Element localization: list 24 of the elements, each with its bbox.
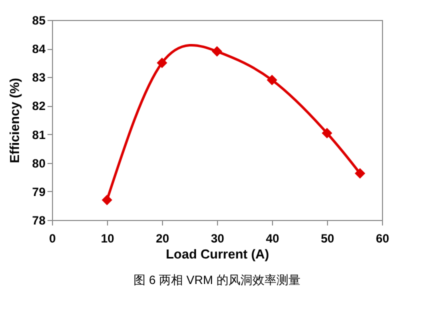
point xyxy=(102,194,112,206)
y-tick-label: 80 xyxy=(32,156,46,170)
point xyxy=(156,58,168,68)
x-axis-title: Load Current (A) xyxy=(166,246,270,262)
y-tick-label: 79 xyxy=(32,184,46,199)
y-tick-label: 83 xyxy=(32,70,46,85)
point xyxy=(266,74,278,86)
y-tick-label: 81 xyxy=(32,128,46,142)
x-tick-label: 60 xyxy=(376,232,390,246)
point xyxy=(354,168,366,179)
point xyxy=(322,128,332,138)
x-tick-label: 30 xyxy=(210,232,224,246)
x-tick-label: 0 xyxy=(49,232,56,246)
y-axis-title: Efficiency (%) xyxy=(7,78,22,164)
x-tick-label: 20 xyxy=(156,232,170,246)
y-tick-label: 84 xyxy=(32,42,46,56)
caption: 图 6 两相 VRM 的风洞效率测量 xyxy=(134,273,300,287)
y-tick-label: 85 xyxy=(32,14,46,28)
y-tick-label: 82 xyxy=(32,99,46,114)
x-tick-label: 10 xyxy=(100,232,114,246)
y-tick-label: 78 xyxy=(32,214,46,228)
x-tick-label: 40 xyxy=(266,232,280,246)
point xyxy=(212,46,222,57)
x-tick-label: 50 xyxy=(320,232,334,246)
